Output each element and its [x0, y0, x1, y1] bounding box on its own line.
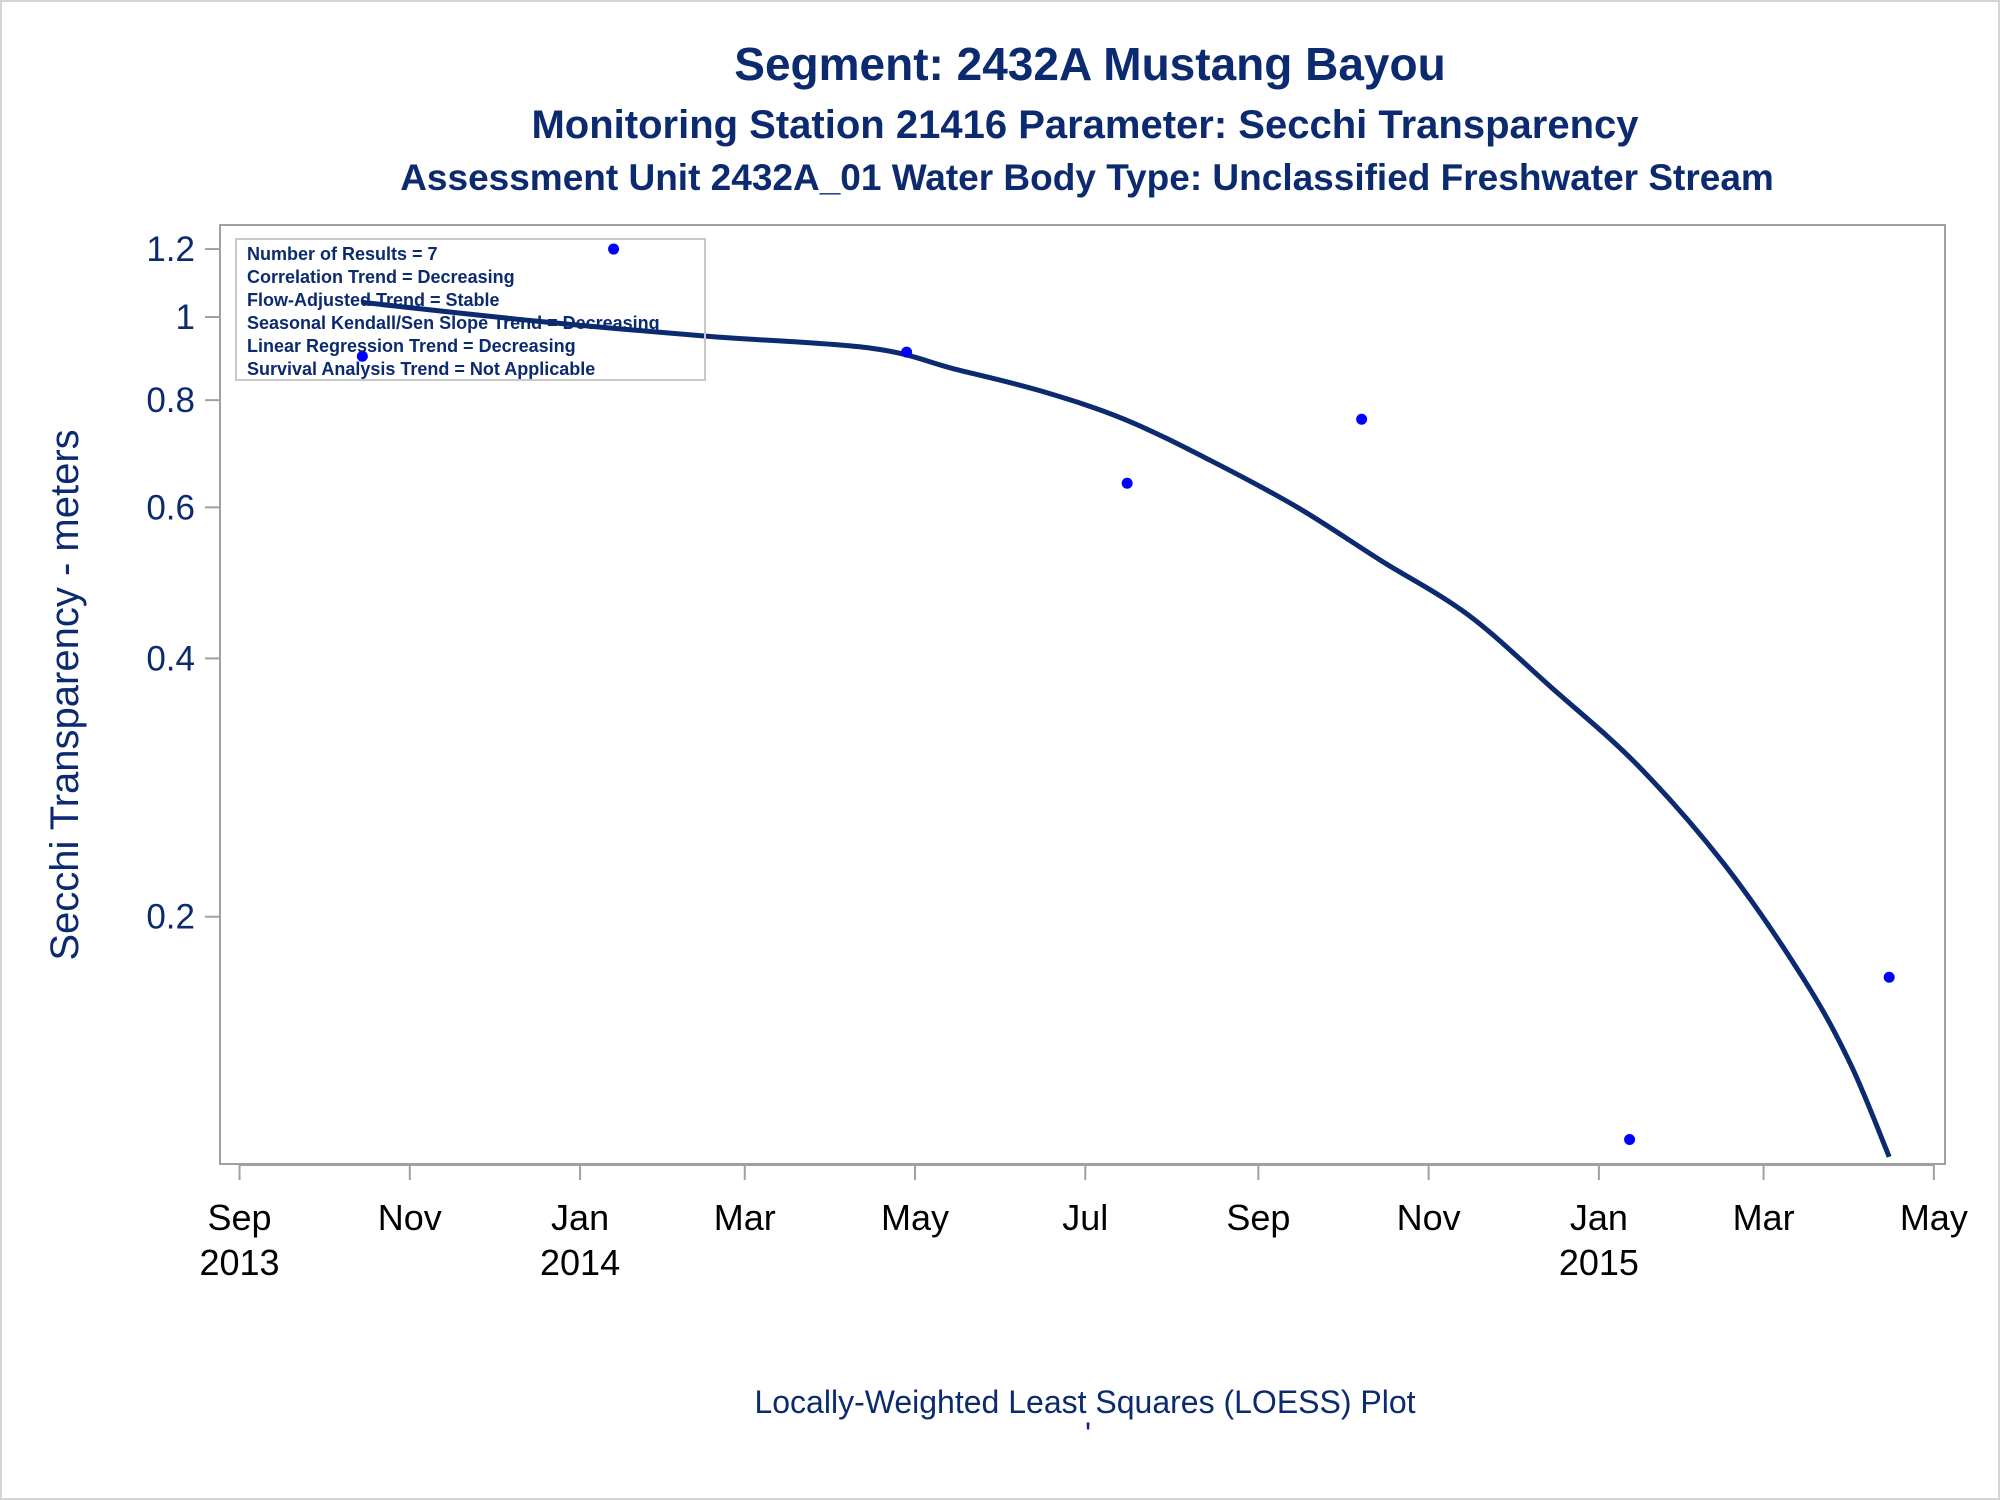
- data-point: [901, 346, 913, 358]
- loess-curve: [362, 299, 1892, 1158]
- stats-line: Correlation Trend = Decreasing: [247, 267, 515, 287]
- x-tick-label: Sep: [208, 1197, 272, 1238]
- data-point: [1356, 413, 1368, 425]
- stats-line: Survival Analysis Trend = Not Applicable: [247, 359, 595, 379]
- x-tick-label: Nov: [1397, 1197, 1461, 1238]
- y-tick-label: 0.2: [146, 898, 195, 937]
- x-tick-label: May: [881, 1197, 949, 1238]
- chart-subtitle-2: Assessment Unit 2432A_01 Water Body Type…: [400, 157, 1774, 198]
- stats-box: [235, 238, 706, 381]
- chart-subtitle: Monitoring Station 21416 Parameter: Secc…: [531, 103, 1639, 147]
- x-tick-label: Sep: [1226, 1197, 1290, 1238]
- x-tick-year-label: 2014: [540, 1242, 620, 1283]
- y-tick-label: 0.4: [146, 639, 195, 678]
- data-point: [356, 350, 368, 362]
- x-tick-label: Mar: [1733, 1197, 1795, 1238]
- y-tick-label: 0.8: [146, 381, 195, 420]
- footnote-mark: ': [1085, 1416, 1091, 1452]
- x-tick-label: Jan: [1570, 1197, 1628, 1238]
- x-tick-label: Mar: [714, 1197, 776, 1238]
- x-tick-year-label: 2015: [1559, 1242, 1639, 1283]
- data-point: [1624, 1133, 1636, 1145]
- y-tick-label: 0.6: [146, 488, 195, 527]
- y-axis: 0.2 0.4 0.6 0.8 1 1.2: [146, 230, 220, 937]
- stats-line: Linear Regression Trend = Decreasing: [247, 336, 576, 356]
- stats-line: Seasonal Kendall/Sen Slope Trend = Decre…: [247, 313, 660, 333]
- data-point: [1883, 971, 1895, 983]
- stats-line: Flow-Adjusted Trend = Stable: [247, 290, 500, 310]
- stats-line: Number of Results = 7: [247, 244, 438, 264]
- stats-box-lines: Number of Results = 7 Correlation Trend =…: [247, 244, 660, 379]
- x-tick-year-label: 2013: [199, 1242, 279, 1283]
- x-tick-label: May: [1900, 1197, 1968, 1238]
- footnote: Locally-Weighted Least Squares (LOESS) P…: [754, 1384, 1415, 1420]
- y-tick-label: 1.2: [146, 230, 195, 269]
- x-tick-label: Jul: [1062, 1197, 1108, 1238]
- data-points: [356, 243, 1895, 1145]
- data-point: [608, 243, 620, 255]
- x-tick-label: Jan: [551, 1197, 609, 1238]
- x-tick-label: Nov: [378, 1197, 442, 1238]
- data-point: [1121, 477, 1133, 489]
- y-tick-label: 1: [176, 298, 195, 337]
- chart-title: Segment: 2432A Mustang Bayou: [734, 38, 1445, 90]
- y-axis-label: Secchi Transparency - meters: [43, 429, 87, 960]
